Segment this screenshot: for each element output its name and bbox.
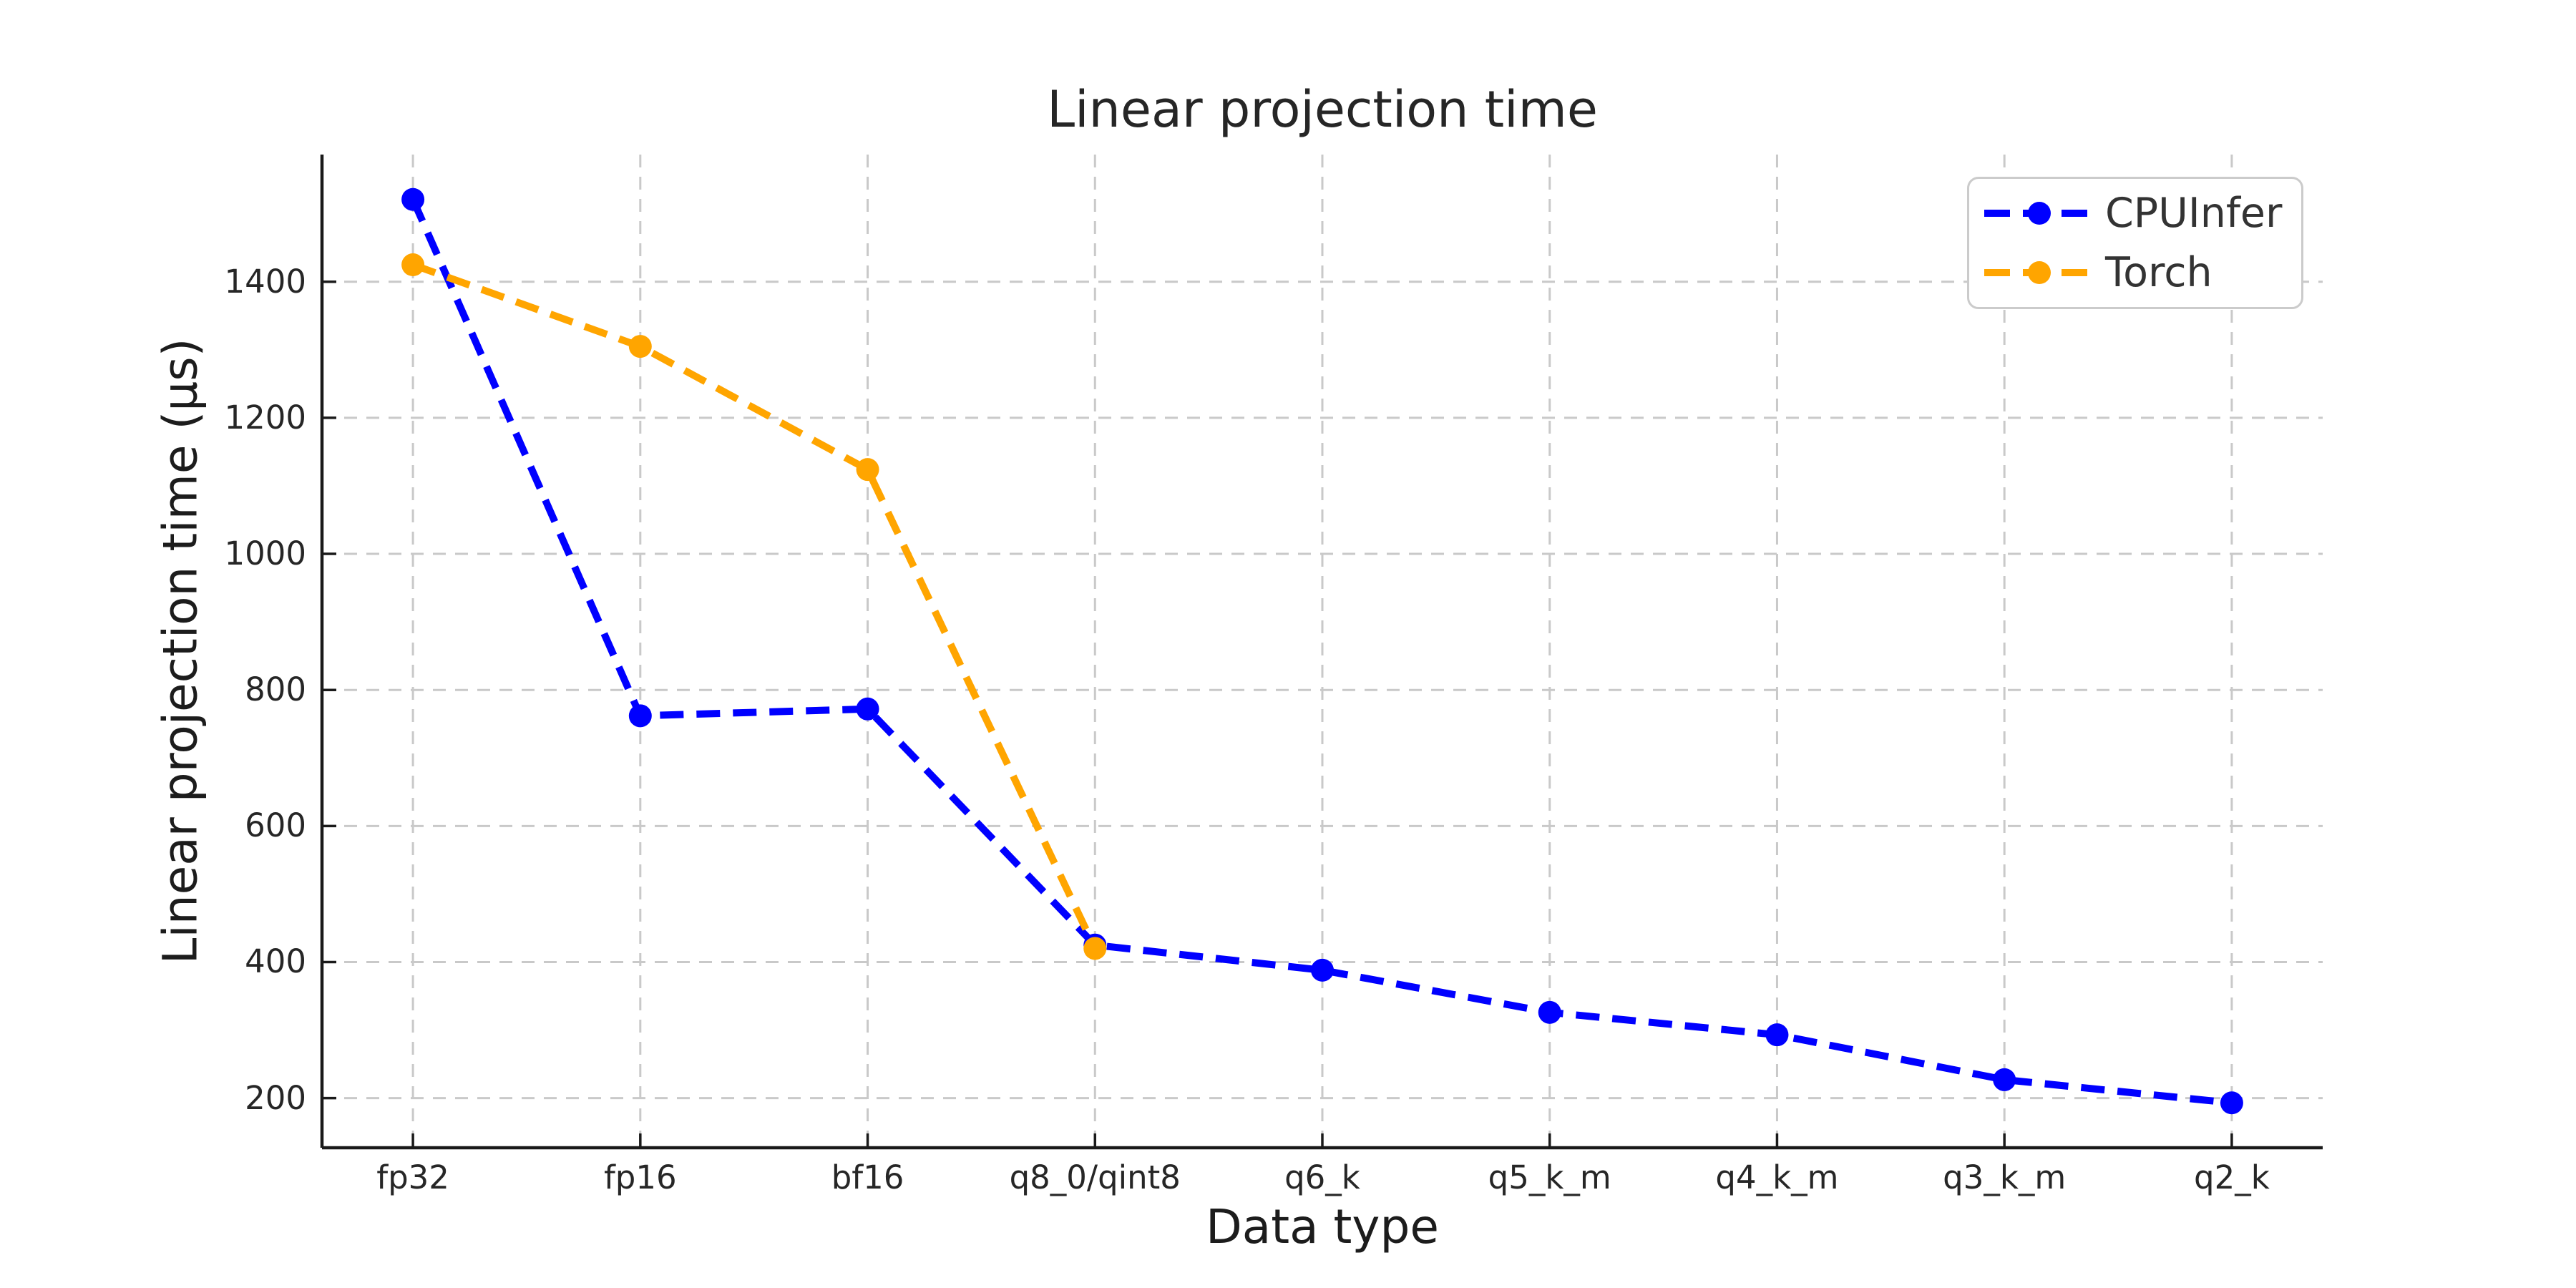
data-point-Torch-bf16 [856,458,879,482]
series-line-CPUInfer [409,197,2233,1107]
x-tick-label-q3_k_m: q3_k_m [1943,1158,2067,1196]
x-tick-label-fp32: fp32 [376,1158,449,1196]
x-tick-label-q2_k: q2_k [2194,1158,2270,1196]
y-tick-label-1400: 1400 [224,262,306,301]
data-point-CPUInfer-fp16 [628,704,652,728]
x-tick-label-fp16: fp16 [603,1158,677,1196]
data-point-CPUInfer-q6_k [1311,958,1334,982]
data-point-CPUInfer-q3_k_m [1993,1068,2016,1091]
data-point-Torch-fp32 [401,253,425,277]
y-tick-label-200: 200 [245,1078,306,1117]
x-axis-label: Data type [1205,1199,1439,1254]
y-tick-label-600: 600 [245,806,306,845]
legend-line-marker-icon [1984,261,2095,285]
y-tick-label-1000: 1000 [224,535,306,573]
series-line-Torch [411,261,1098,950]
data-point-Torch-q8_0/qint8 [1083,937,1107,960]
data-point-CPUInfer-fp32 [401,187,425,211]
legend-label-CPUInfer: CPUInfer [2105,189,2283,237]
y-tick-label-800: 800 [245,670,306,709]
x-tick-label-bf16: bf16 [831,1158,904,1196]
data-point-CPUInfer-bf16 [856,697,879,721]
data-point-CPUInfer-q2_k [2220,1091,2243,1115]
legend-line-marker-icon [1984,201,2095,225]
legend-item-Torch: Torch [1984,243,2301,303]
x-tick-label-q8_0/qint8: q8_0/qint8 [1009,1158,1181,1196]
legend-item-CPUInfer: CPUInfer [1984,183,2301,243]
data-point-CPUInfer-q4_k_m [1765,1023,1789,1047]
legend: CPUInfer Torch [1967,177,2303,309]
x-tick-label-q4_k_m: q4_k_m [1715,1158,1839,1196]
data-point-CPUInfer-q5_k_m [1538,1000,1561,1024]
legend-label-Torch: Torch [2105,249,2212,297]
y-tick-label-1200: 1200 [224,398,306,436]
y-tick-label-400: 400 [245,942,306,981]
x-tick-label-q6_k: q6_k [1284,1158,1360,1196]
x-tick-label-q5_k_m: q5_k_m [1488,1158,1611,1196]
data-point-Torch-fp16 [628,335,652,358]
chart-title: Linear projection time [1047,80,1598,139]
